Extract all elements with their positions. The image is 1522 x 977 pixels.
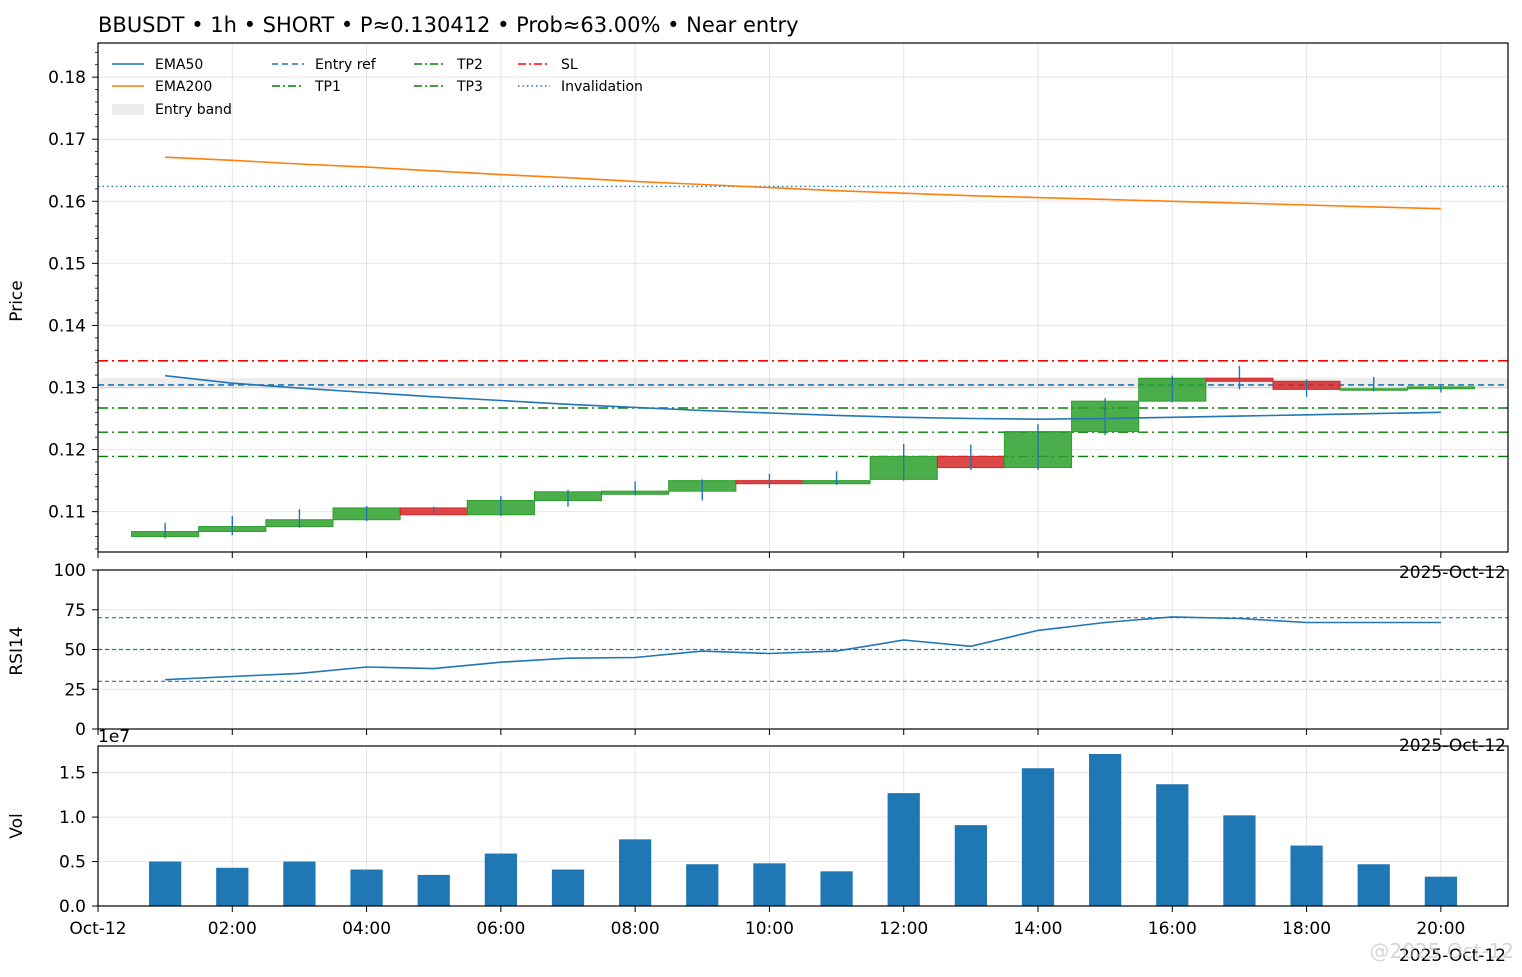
price-corner-date: 2025-Oct-12 <box>1399 563 1506 583</box>
legend-label-7: SL <box>561 57 578 73</box>
volume-bar-8 <box>686 864 719 906</box>
price-ylabel: Price <box>7 280 27 321</box>
entry-band-rect <box>98 378 1508 389</box>
legend-label-6: TP3 <box>456 79 483 95</box>
volume-bar-19 <box>1424 876 1457 906</box>
rsi-ytick-label-4: 100 <box>54 561 86 581</box>
price-candles <box>131 365 1475 539</box>
volume-ytick-label-3: 1.5 <box>59 764 86 784</box>
volume-xtick-label-8: 16:00 <box>1148 919 1197 939</box>
volume-ytick-label-1: 0.5 <box>59 853 86 873</box>
legend-label-2: Entry band <box>155 102 232 118</box>
legend-label-3: Entry ref <box>315 57 377 73</box>
volume-ylabel: Vol <box>7 813 27 838</box>
price-ytick-label-5: 0.16 <box>48 192 86 212</box>
volume-bar-9 <box>753 863 786 906</box>
volume-bar-7 <box>619 839 652 906</box>
rsi-ylabel: RSI14 <box>7 626 27 675</box>
volume-bar-16 <box>1223 815 1256 906</box>
legend-label-0: EMA50 <box>155 57 203 73</box>
price-ytick-label-3: 0.14 <box>48 316 86 336</box>
legend-swatch-2 <box>112 104 144 115</box>
volume-xtick-label-7: 14:00 <box>1014 919 1063 939</box>
ema200-line <box>165 156 1441 210</box>
price-emas <box>165 156 1441 421</box>
volume-frame <box>97 745 1509 907</box>
legend-label-4: TP1 <box>314 79 341 95</box>
volume-corner-date: 2025-Oct-12 <box>1399 946 1506 966</box>
price-ytick-label-4: 0.15 <box>48 254 86 274</box>
volume-bar-13 <box>1021 768 1055 906</box>
volume-xtick-label-2: 04:00 <box>342 919 391 939</box>
volume-xtick-label-10: 20:00 <box>1416 919 1465 939</box>
volume-panel: 0.0 0.5 1.0 1.5 Oct-12 02:00 04:00 06:00 08:00 10… <box>7 727 1509 966</box>
volume-xtick-label-5: 10:00 <box>745 919 794 939</box>
volume-xtick-label-6: 12:00 <box>879 919 928 939</box>
price-panel: 0.110.120.130.140.150.160.170.18 EMA50EM… <box>7 42 1509 583</box>
legend-label-5: TP2 <box>456 57 483 73</box>
volume-bar-4 <box>417 874 450 906</box>
volume-bar-1 <box>216 867 249 906</box>
volume-bar-3 <box>350 869 383 906</box>
volume-xtick-label-3: 06:00 <box>476 919 525 939</box>
rsi-line-group <box>165 616 1441 681</box>
price-ytick-label-7: 0.18 <box>48 68 86 88</box>
ema50-line <box>165 374 1441 421</box>
volume-bar-17 <box>1290 845 1323 906</box>
volume-xtick-label-9: 18:00 <box>1282 919 1331 939</box>
volume-bar-15 <box>1156 784 1189 906</box>
volume-ytick-label-0: 0.0 <box>59 897 86 917</box>
rsi-ytick-label-1: 25 <box>64 680 86 700</box>
volume-scale-label: 1e7 <box>98 727 130 747</box>
price-ytick-label-0: 0.11 <box>48 503 86 523</box>
volume-bar-2 <box>283 861 316 906</box>
volume-xtick-label-4: 08:00 <box>611 919 660 939</box>
volume-bar-14 <box>1089 754 1122 906</box>
volume-bar-6 <box>551 869 585 906</box>
chart-title: BBUSDT • 1h • SHORT • P≈0.130412 • Prob≈… <box>98 13 799 37</box>
price-ytick-label-2: 0.13 <box>48 379 86 399</box>
rsi-ytick-label-2: 50 <box>64 641 86 661</box>
legend-label-1: EMA200 <box>155 79 212 95</box>
entry-band <box>98 378 1508 389</box>
rsi-ytick-label-3: 75 <box>64 601 86 621</box>
rsi-reference-lines <box>98 617 1508 682</box>
price-axes: 0.11 0.12 0.13 0.14 0.15 0.16 0.17 0.18 <box>48 42 1509 558</box>
rsi-axes: 0 25 50 75 100 <box>54 561 1509 740</box>
rsi-line <box>165 616 1441 681</box>
price-levels <box>98 185 1508 458</box>
rsi-ytick-label-0: 0 <box>75 720 86 740</box>
price-legend: EMA50 EMA200 Entry band Entry ref TP1 TP2 TP3 S… <box>112 57 643 118</box>
volume-bar-5 <box>484 853 517 906</box>
price-ytick-label-1: 0.12 <box>48 441 86 461</box>
volume-bar-11 <box>887 793 920 906</box>
volume-axes: 0.0 0.5 1.0 1.5 Oct-12 02:00 04:00 06:00 08:00 10… <box>59 745 1509 939</box>
volume-bar-18 <box>1357 864 1390 906</box>
volume-xtick-label-0: Oct-12 <box>69 919 126 939</box>
volume-bar-0 <box>149 861 182 906</box>
volume-bar-10 <box>820 871 853 906</box>
volume-bars <box>149 754 1457 906</box>
rsi-panel: 0 25 50 75 100 RSI14 2025-Oct-12 <box>7 561 1509 756</box>
volume-xtick-label-1: 02:00 <box>208 919 257 939</box>
watermark: @2025 Oct-12 <box>1369 939 1514 963</box>
volume-ytick-label-2: 1.0 <box>59 808 86 828</box>
price-frame <box>97 42 1509 553</box>
volume-bar-12 <box>954 825 987 906</box>
legend-label-8: Invalidation <box>561 79 643 95</box>
price-ytick-label-6: 0.17 <box>48 130 86 150</box>
